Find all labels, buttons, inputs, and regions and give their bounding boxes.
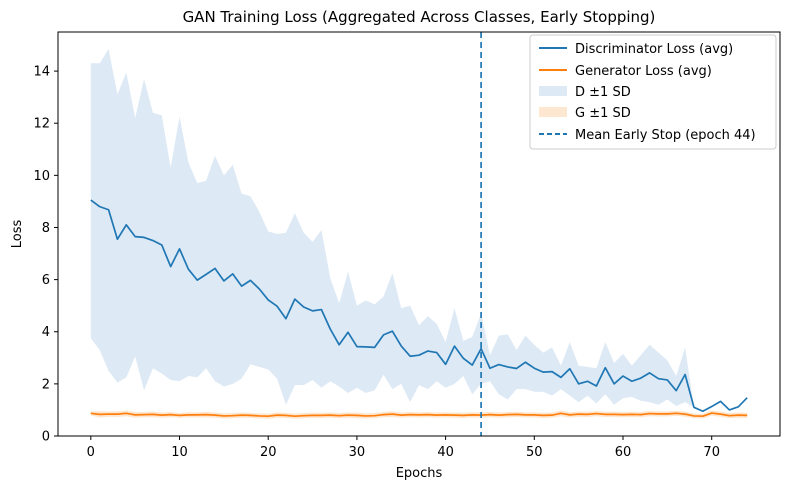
y-axis-label: Loss: [10, 220, 25, 249]
legend-label-generator: Generator Loss (avg): [575, 64, 712, 79]
legend-swatch-d-band: [539, 86, 567, 96]
x-tick-label: 0: [87, 445, 95, 460]
d-sd-band: [90, 48, 748, 412]
y-tick-label: 0: [42, 430, 50, 445]
x-tick-label: 10: [171, 445, 188, 460]
y-tick-label: 8: [42, 221, 50, 236]
x-tick-label: 70: [703, 445, 720, 460]
discriminator-loss-line: [90, 199, 748, 413]
y-tick-label: 2: [42, 377, 50, 392]
plot-frame: [57, 31, 781, 437]
y-axis-ticks: 0 2 4 6 8 10 12 14: [33, 65, 58, 445]
generator-loss-line: [90, 412, 748, 418]
x-axis-label: Epochs: [396, 466, 443, 481]
y-tick-label: 14: [33, 65, 50, 80]
x-tick-label: 40: [437, 445, 454, 460]
legend-label-g-band: G ±1 SD: [575, 106, 631, 121]
x-tick-label: 20: [260, 445, 277, 460]
chart-title: GAN Training Loss (Aggregated Across Cla…: [183, 8, 656, 26]
y-tick-label: 6: [42, 273, 50, 288]
y-tick-label: 10: [33, 169, 50, 184]
legend-frame: [529, 34, 777, 150]
x-axis-ticks: 0 10 20 30 40 50 60 70: [87, 436, 720, 460]
legend-label-discriminator: Discriminator Loss (avg): [575, 42, 733, 57]
legend-label-early-stop: Mean Early Stop (epoch 44): [575, 128, 756, 143]
x-tick-label: 60: [615, 445, 632, 460]
y-tick-label: 4: [42, 325, 50, 340]
x-tick-label: 50: [526, 445, 543, 460]
x-tick-label: 30: [349, 445, 366, 460]
legend-swatch-g-band: [539, 107, 567, 117]
legend: Discriminator Loss (avg) Generator Loss …: [529, 34, 777, 150]
y-tick-label: 12: [33, 117, 50, 132]
loss-lines: [90, 199, 748, 418]
legend-label-d-band: D ±1 SD: [575, 85, 631, 100]
